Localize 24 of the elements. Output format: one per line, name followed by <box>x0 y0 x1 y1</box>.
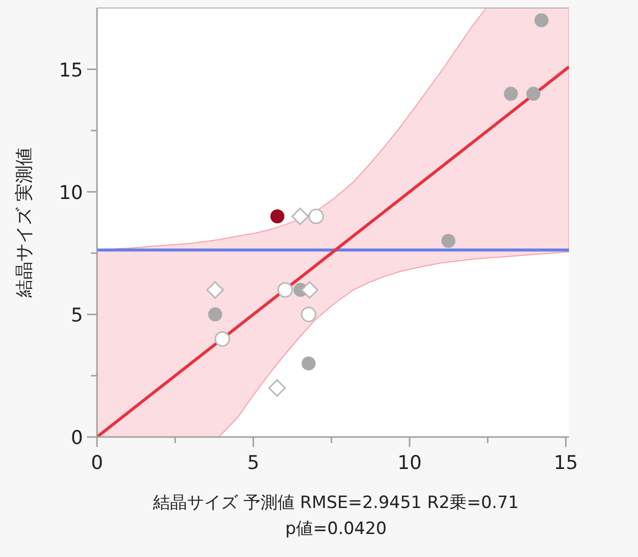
point <box>504 86 518 101</box>
x-tick-label: 0 <box>90 452 104 474</box>
x-tick-label: 5 <box>247 452 260 474</box>
point <box>526 86 540 101</box>
point <box>441 234 456 248</box>
point <box>291 208 309 226</box>
point <box>208 307 222 322</box>
y-tick-label: 10 <box>58 182 83 204</box>
x-tick-label: 15 <box>554 452 578 474</box>
point <box>302 356 316 370</box>
point <box>277 282 293 298</box>
y-tick-label: 0 <box>70 427 83 449</box>
x-axis-title: 結晶サイズ 予測値 RMSE=2.9451 R2乗=0.71 p値=0.0420 <box>152 493 519 539</box>
point <box>270 209 284 224</box>
point <box>300 281 318 299</box>
point <box>300 306 316 322</box>
point <box>534 13 548 28</box>
point <box>308 208 324 224</box>
point <box>214 331 230 347</box>
y-tick-label: 15 <box>58 59 83 82</box>
y-axis-title: 結晶サイズ 実測値 <box>14 148 35 298</box>
y-tick-label: 5 <box>70 304 83 326</box>
x-tick-label: 10 <box>397 452 422 474</box>
point <box>206 281 224 299</box>
